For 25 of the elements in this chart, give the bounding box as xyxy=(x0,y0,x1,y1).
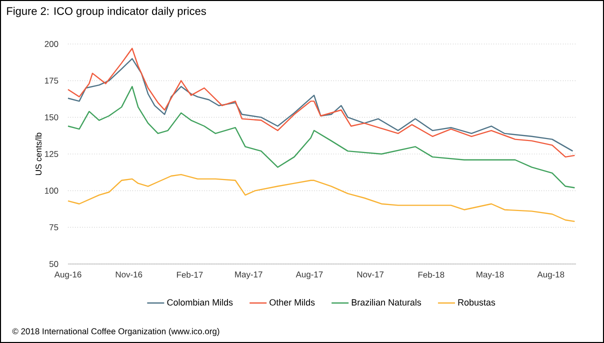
x-tick-label: May-18 xyxy=(476,272,504,280)
x-tick-label: Feb-18 xyxy=(418,272,444,278)
y-tick-label: 200 xyxy=(44,41,58,47)
y-tick-label: 150 xyxy=(45,114,58,120)
y-tick-label: 175 xyxy=(45,78,58,84)
y-axis-title: US cents/lb xyxy=(35,132,42,175)
text: © 2018 International Coffee Organization (www.ico.org) xyxy=(12,328,220,336)
legend-label: Other Milds xyxy=(270,298,315,306)
x-tick-label: Nov-17 xyxy=(357,272,384,278)
chart-title: Figure 2: ICO group indicator daily prices xyxy=(7,6,206,18)
x-tick-label: Feb-17 xyxy=(176,272,203,278)
y-tick-label: 75 xyxy=(50,224,58,230)
x-tick-label: May-17 xyxy=(235,272,262,280)
y-tick-label: 50 xyxy=(49,261,58,267)
legend-label: Colombian Milds xyxy=(167,298,233,306)
legend-label: Robustas xyxy=(458,298,496,306)
legend-label: Brazilian Naturals xyxy=(352,298,422,306)
x-tick-label: Aug-16 xyxy=(54,272,82,280)
line-series xyxy=(67,48,576,158)
line-series xyxy=(67,58,574,152)
y-tick-label: 100 xyxy=(45,188,58,194)
x-tick-label: Aug-18 xyxy=(537,272,564,280)
x-tick-label: Nov-16 xyxy=(116,272,142,278)
y-tick-label: 125 xyxy=(45,151,58,157)
x-tick-label: Aug-17 xyxy=(296,272,323,280)
